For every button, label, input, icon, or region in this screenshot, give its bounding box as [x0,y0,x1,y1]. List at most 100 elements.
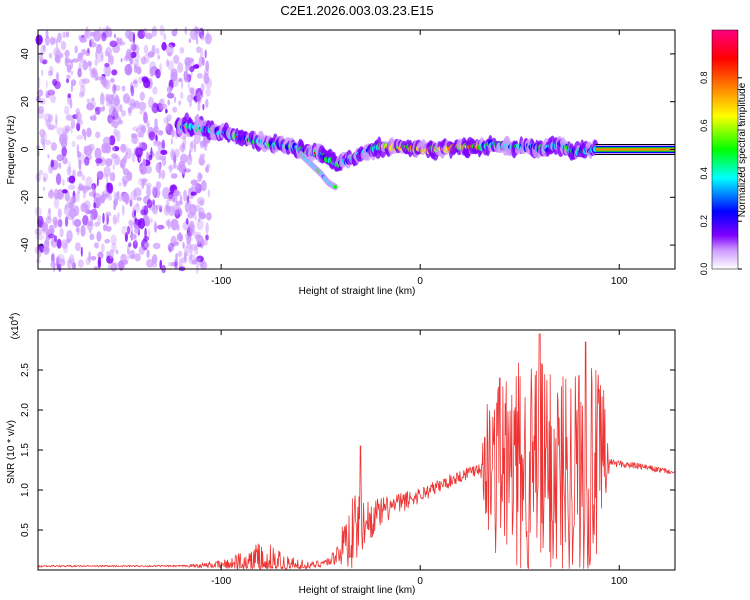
noise-blob [112,83,117,94]
noise-blob [198,211,203,217]
noise-blob [69,253,75,264]
noise-blob [165,108,168,114]
noise-blob [197,217,201,223]
noise-blob [106,29,109,39]
colorbar-tick-label: 0.6 [699,119,709,132]
noise-blob [122,179,128,188]
noise-blob [73,219,82,227]
noise-blob [38,248,41,260]
noise-blob [94,59,98,66]
noise-blob [87,60,92,67]
noise-blob [96,176,99,187]
noise-blob [186,235,192,245]
noise-blob [112,214,118,225]
noise-blob [207,78,210,84]
noise-blob [121,109,126,117]
noise-blob [189,243,193,255]
noise-blob [75,107,80,116]
noise-blob [43,142,46,151]
noise-blob [104,62,110,68]
noise-blob [131,152,136,163]
noise-blob [101,32,107,42]
y-tick-label: -20 [20,190,31,205]
noise-blob [59,227,64,238]
noise-blob [48,52,53,59]
noise-blob [194,258,201,263]
noise-blob [167,52,173,57]
y-tick-label: 40 [20,48,31,60]
noise-blob [144,242,150,249]
noise-blob [97,251,104,259]
noise-blob [97,52,102,64]
noise-blob [130,85,135,97]
noise-blob [94,221,101,227]
noise-blob [36,234,44,241]
noise-blob [64,56,69,67]
noise-blob [184,26,188,35]
noise-blob [199,153,206,158]
noise-blob [193,204,201,212]
noise-blob [171,129,175,138]
noise-blob [96,43,103,54]
noise-blob [94,147,102,160]
colorbar-tick-label: 0.4 [699,167,709,180]
noise-blob [189,87,195,95]
noise-blob [84,29,92,39]
noise-blob [135,147,143,158]
noise-blob [57,218,63,228]
noise-blob [62,179,65,186]
noise-blob [169,164,173,174]
noise-blob [155,134,158,143]
noise-blob [174,204,182,216]
noise-blob [193,133,201,145]
noise-blob [159,155,167,161]
noise-blob [113,84,121,92]
noise-blob [103,166,111,177]
noise-blob [114,111,117,120]
noise-blob [108,135,116,146]
noise-blob [55,118,58,130]
noise-blob [86,127,92,138]
noise-blob [161,41,167,51]
noise-blob [132,126,140,131]
noise-blob [133,32,135,44]
noise-blob [172,77,179,87]
noise-blob [81,174,86,181]
noise-blob [134,219,142,226]
noise-blob [104,238,110,244]
noise-blob [143,44,149,54]
noise-blob [66,78,70,84]
noise-blob [76,135,84,140]
noise-blob [180,80,184,90]
noise-blob [67,212,75,221]
noise-blob [58,263,62,272]
noise-blob [82,189,86,199]
noise-blob [200,261,208,270]
noise-blob [148,96,154,109]
noise-blob [175,130,178,140]
noise-blob [63,105,70,115]
noise-blob [155,204,163,210]
noise-blob [190,140,197,149]
noise-blob [200,180,207,192]
noise-blob [175,200,183,206]
noise-blob [198,156,205,166]
noise-blob [47,210,52,221]
snr-panel: 0.5 1.0 1.5 2.0 2.5 -100 0 100 (x104) SNR (10 … [6,313,676,596]
noise-blob [37,215,44,228]
branch-core [333,185,337,189]
noise-blob [126,64,131,71]
noise-blob [206,28,209,41]
noise-blob [205,163,211,169]
noise-blob [171,29,178,37]
noise-blob [130,43,137,52]
noise-blob [134,187,142,197]
noise-blob [47,89,56,96]
noise-blob [151,262,158,268]
noise-blob [115,249,119,255]
noise-blob [120,144,128,151]
x-tick-label: 0 [417,576,423,587]
noise-blob [47,154,50,159]
noise-blob [64,49,70,58]
